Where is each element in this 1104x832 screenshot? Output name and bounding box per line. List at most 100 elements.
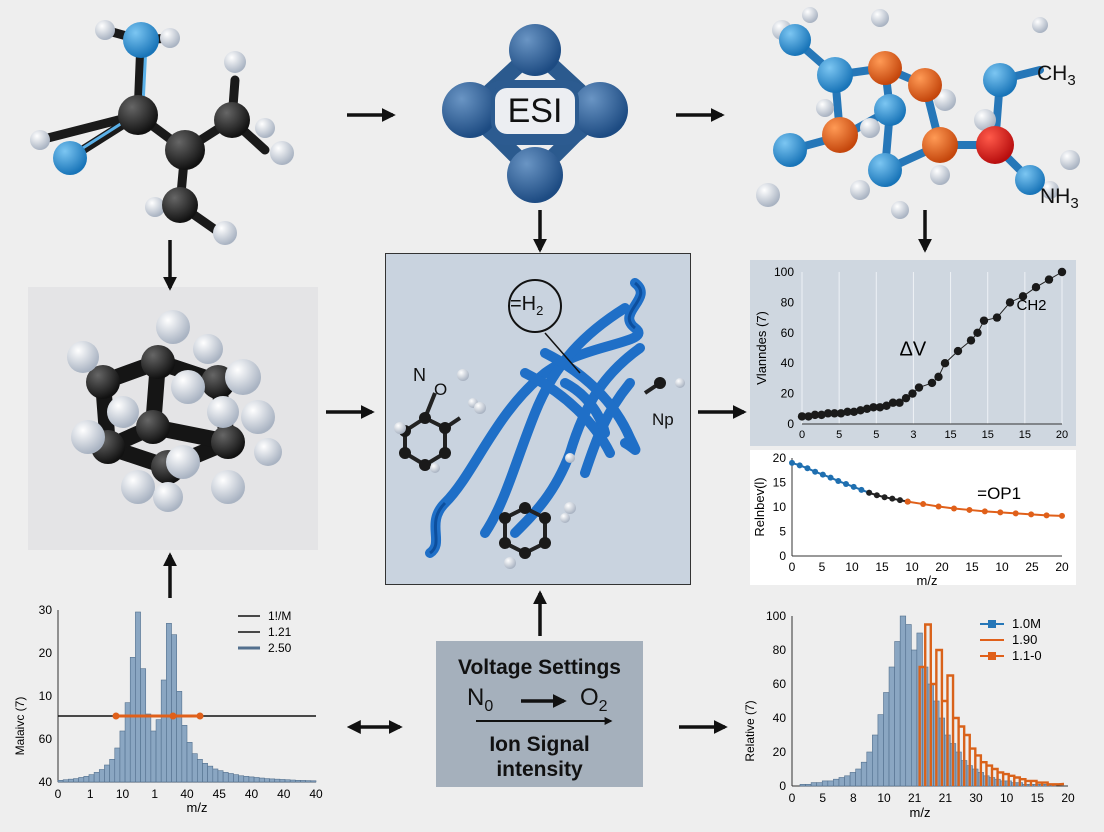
line-point: [850, 483, 857, 490]
line-point: [951, 505, 957, 512]
histogram-bar: [129, 657, 136, 783]
x-tick-label: 10: [995, 560, 1009, 574]
x-tick-label: 0: [789, 791, 796, 805]
histogram-bar: [295, 780, 301, 783]
histogram-bar: [227, 773, 234, 783]
scatter-point: [895, 398, 904, 407]
scatter-point: [992, 313, 1002, 322]
histogram-bar: [238, 775, 245, 783]
scatter-point: [797, 412, 807, 421]
histogram-bar-blue: [827, 780, 834, 787]
histogram-bar: [150, 730, 157, 783]
scatter-chart: 0 5 5 3 15 15 15 20 0 20 40 60 80 100 Vlanndes (7) ΔV CH…: [754, 265, 1068, 441]
histogram-bar: [233, 774, 239, 783]
y-tick-label: 40: [39, 775, 53, 789]
line-point: [935, 503, 942, 510]
scatter-point: [1018, 292, 1028, 301]
x-tick-label: 5: [819, 791, 826, 805]
histogram-bar-blue: [860, 761, 868, 787]
line-point: [1012, 510, 1019, 517]
histogram-bar-blue: [877, 714, 884, 787]
histogram-bar: [68, 778, 74, 783]
line-point: [997, 509, 1004, 516]
histogram-bar: [258, 777, 265, 783]
scatter-point: [979, 316, 989, 325]
scatter-point: [830, 409, 839, 418]
histogram-bar: [289, 779, 296, 783]
histogram-bar-blue: [805, 784, 812, 787]
line-panel: [750, 450, 1076, 585]
voltage-caption-line2: intensity: [496, 758, 583, 781]
ch3-sub: 3: [1067, 72, 1076, 90]
line-point: [981, 508, 988, 515]
y-tick-label: 0: [779, 779, 786, 793]
h2-sub: 2: [536, 303, 544, 318]
x-tick-label: 40: [309, 787, 323, 801]
histogram-series-orange: [918, 623, 1065, 786]
x-tick-label: 0: [799, 429, 805, 441]
scatter-point: [901, 393, 911, 403]
y-tick-label: 80: [773, 643, 787, 657]
histogram-bar: [274, 778, 281, 783]
x-tick-label: 15: [875, 560, 889, 574]
scatter-point: [869, 403, 878, 412]
y-tick-label: 20: [781, 387, 795, 401]
histogram-bar: [171, 634, 177, 783]
voltage-right-species: O2: [580, 684, 608, 716]
x-tick-label: 30: [969, 791, 983, 805]
x-tick-label: 8: [850, 791, 857, 805]
x-tick-label: 1: [151, 787, 158, 801]
histogram-bar: [191, 753, 198, 783]
voltage-left-text: N: [467, 684, 485, 711]
histogram-bar-blue: [844, 775, 851, 787]
histogram-bar-blue: [810, 782, 817, 787]
y-tick-label: 60: [781, 326, 795, 340]
x-axis-label: m/z: [187, 800, 208, 815]
protein-n-label: N: [413, 365, 426, 385]
histogram-bar: [104, 764, 110, 783]
x-tick-label: 3: [910, 429, 916, 441]
y-tick-label: 100: [774, 265, 794, 279]
x-tick-label: 25: [1025, 560, 1039, 574]
x-tick-label: 5: [836, 429, 842, 441]
scatter-point: [966, 336, 976, 345]
histogram-bar: [176, 691, 183, 783]
histogram-bar-blue: [911, 649, 918, 787]
y-tick-label: 10: [39, 689, 53, 703]
histogram-bar: [57, 780, 64, 783]
nh3-sub: 3: [1070, 195, 1079, 213]
y-tick-label: 40: [773, 711, 787, 725]
histogram-bar-blue: [905, 624, 912, 787]
histogram-bar: [181, 725, 188, 783]
delta-v-annotation: ΔV: [900, 339, 927, 361]
y-tick-label: 20: [39, 646, 53, 660]
histogram-bar: [93, 772, 100, 783]
scatter-point: [953, 346, 963, 356]
y-tick-label: 10: [773, 500, 787, 514]
x-tick-label: 10: [905, 560, 919, 574]
histogram-bar: [310, 780, 317, 783]
voltage-right-sub: 2: [598, 697, 608, 715]
orange-marker: [112, 712, 120, 720]
x-tick-label: 40: [277, 787, 291, 801]
histogram-bar-blue: [799, 784, 806, 787]
x-tick-label: 15: [1019, 429, 1031, 441]
x-tick-label: 20: [935, 560, 949, 574]
scatter-point: [856, 406, 865, 415]
legend-marker: [988, 652, 996, 660]
esi-node-cluster: [442, 24, 628, 203]
histogram-bar: [264, 778, 270, 783]
x-tick-label: 21: [908, 791, 922, 805]
y-tick-label: 40: [781, 356, 795, 370]
x-tick-label: 0: [55, 787, 62, 801]
histogram-bar: [305, 780, 312, 783]
line-point: [966, 506, 973, 513]
histogram-bar: [279, 779, 286, 783]
scatter-point: [1005, 298, 1015, 307]
line-point: [920, 501, 927, 508]
nh3-text: NH: [1040, 185, 1071, 208]
voltage-settings-title: Voltage Settings: [458, 656, 621, 679]
x-tick-label: 15: [944, 429, 956, 441]
ch3-text: CH: [1037, 62, 1068, 85]
